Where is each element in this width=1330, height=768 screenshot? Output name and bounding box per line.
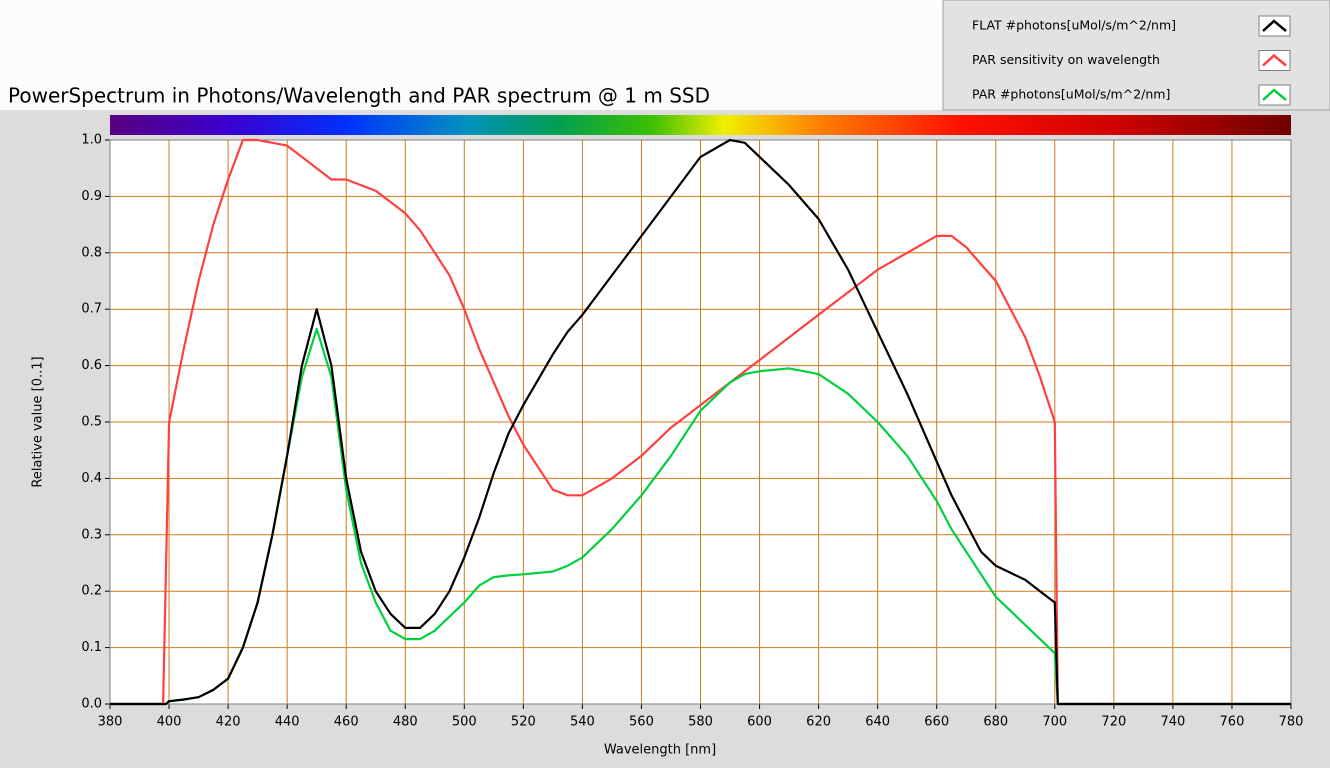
x-tick-label: 540 [570, 715, 595, 730]
legend-swatch [1262, 53, 1287, 67]
y-tick-label: 0.6 [81, 358, 102, 373]
y-tick-label: 0.5 [81, 415, 102, 430]
x-tick-label: 400 [157, 715, 182, 730]
x-axis-label: Wavelength [nm] [604, 743, 716, 758]
x-tick-label: 660 [924, 715, 949, 730]
x-tick-label: 680 [983, 715, 1008, 730]
x-tick-label: 560 [629, 715, 654, 730]
y-tick-label: 0.3 [81, 527, 102, 542]
y-tick-label: 0.9 [81, 189, 102, 204]
x-tick-label: 380 [98, 715, 123, 730]
x-tick-label: 720 [1101, 715, 1126, 730]
y-axis-label: Relative value [0..1] [31, 356, 46, 487]
x-tick-label: 740 [1160, 715, 1185, 730]
legend-label: PAR sensitivity on wavelength [972, 52, 1160, 67]
y-tick-label: 0.1 [81, 640, 102, 655]
x-tick-label: 460 [334, 715, 359, 730]
y-tick-label: 0.0 [81, 697, 102, 712]
y-tick-label: 0.4 [81, 471, 102, 486]
y-tick-label: 1.0 [81, 133, 102, 148]
x-tick-label: 760 [1220, 715, 1245, 730]
x-tick-label: 780 [1279, 715, 1304, 730]
x-tick-label: 580 [688, 715, 713, 730]
x-tick-label: 640 [865, 715, 890, 730]
spectrum-bar [110, 115, 1291, 135]
legend-swatch [1262, 19, 1287, 32]
series-line [110, 138, 1291, 706]
x-tick-label: 520 [511, 715, 536, 730]
legend-swatch-box [1258, 84, 1291, 106]
x-tick-label: 440 [275, 715, 300, 730]
y-tick-label: 0.7 [81, 302, 102, 317]
x-tick-label: 600 [747, 715, 772, 730]
x-tick-label: 420 [216, 715, 241, 730]
x-tick-label: 480 [393, 715, 418, 730]
legend-swatch-box [1258, 15, 1291, 37]
legend: FLAT #photons[uMol/s/m^2/nm] PAR sensitiv… [972, 15, 1291, 106]
x-tick-label: 620 [806, 715, 831, 730]
y-tick-label: 0.2 [81, 584, 102, 599]
series-line [110, 138, 1291, 706]
x-tick-label: 700 [1042, 715, 1067, 730]
legend-label: FLAT #photons[uMol/s/m^2/nm] [972, 18, 1176, 33]
legend-swatch [1262, 88, 1287, 101]
grid: 380 400 420 440 460 480 500 520 540 560 580 600 620 6… [81, 133, 1303, 730]
x-tick-label: 500 [452, 715, 477, 730]
legend-label: PAR #photons[uMol/s/m^2/nm] [972, 87, 1170, 102]
y-tick-label: 0.8 [81, 245, 102, 260]
plot-border [109, 139, 1292, 705]
legend-swatch-box [1258, 50, 1291, 71]
chart-title: PowerSpectrum in Photons/Wavelength and … [8, 84, 710, 108]
lines [110, 138, 1291, 706]
